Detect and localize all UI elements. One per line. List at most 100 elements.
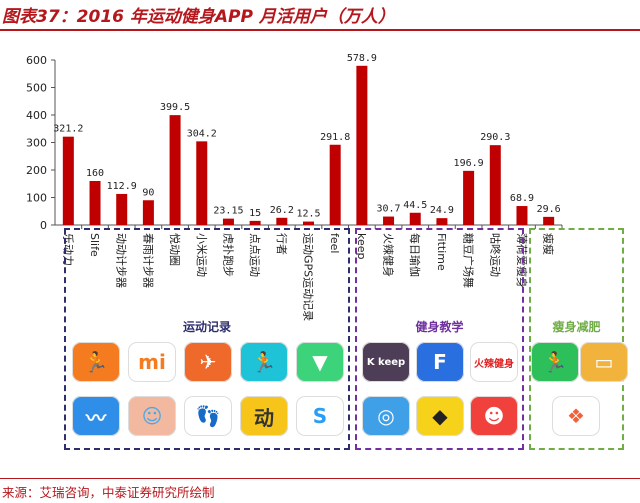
xiaomi-sport-app-icon: mi: [128, 342, 176, 382]
icon-glyph: 👣: [195, 404, 221, 428]
data-label: 44.5: [403, 200, 427, 211]
category-label: 咕咚运动: [488, 233, 502, 277]
icon-glyph: ☺: [141, 404, 163, 428]
wallet-app-icon: ▭: [580, 342, 628, 382]
icon-glyph: 🏃: [251, 350, 277, 374]
swirl-app-icon: S: [296, 396, 344, 436]
icon-glyph: 🏃: [542, 350, 568, 374]
chart-title: 图表37：2016 年运动健身APP 月活用户（万人）: [2, 7, 395, 27]
bar: [356, 65, 368, 226]
bar: [543, 216, 555, 225]
category-label: 瘦瘦: [542, 233, 556, 255]
fittime-app-icon: F: [416, 342, 464, 382]
bar: [516, 206, 528, 225]
icon-glyph: ❖: [567, 404, 585, 428]
icon-text: K keep: [366, 356, 406, 368]
category-label: Slife: [88, 233, 101, 257]
data-label: 399.5: [160, 102, 190, 113]
icon-glyph: ✈: [199, 350, 217, 374]
bar: [409, 212, 421, 225]
bar: [303, 221, 314, 225]
bar: [436, 218, 448, 225]
bar: [222, 218, 234, 225]
category-label: 薄荷爱瘦身: [515, 233, 529, 288]
data-label: 196.9: [454, 158, 484, 169]
group-box-1: [64, 228, 350, 450]
title-divider: [0, 29, 640, 31]
category-label: 行者: [275, 233, 288, 255]
icon-text: 动: [254, 405, 274, 430]
icon-glyph: ▭: [594, 350, 614, 374]
icon-glyph: ◎: [377, 404, 395, 428]
category-label: 动动计步器: [115, 233, 128, 288]
data-label: 29.6: [537, 204, 561, 215]
icon-glyph: ◆: [432, 404, 448, 428]
category-label: Fittime: [435, 233, 448, 271]
data-label: 68.9: [510, 193, 534, 204]
icon-glyph: 🏃: [83, 350, 109, 374]
huolajianshen-app-icon: 火辣健身: [470, 342, 518, 382]
data-label: 90: [142, 187, 154, 198]
group-label: 健身教学: [415, 320, 464, 334]
data-label: 578.9: [347, 53, 377, 64]
category-label: 悦动圈: [168, 233, 182, 266]
icon-glyph: S: [312, 404, 328, 428]
bar: [169, 115, 181, 225]
line-chart-app-icon: 〰: [72, 396, 120, 436]
runner-app-icon: 🏃: [240, 342, 288, 382]
category-label: 运动GPS运动记录: [302, 233, 315, 321]
yuedongquan-app-icon: ✈: [184, 342, 232, 382]
keep-app-icon: K keep: [362, 342, 410, 382]
data-label: 291.8: [320, 132, 350, 143]
data-label: 304.2: [187, 128, 217, 139]
group-label: 运动记录: [182, 320, 232, 334]
data-label: 321.2: [53, 124, 83, 135]
codoon-app-icon: ☺: [128, 396, 176, 436]
bar: [89, 181, 101, 225]
category-label: 火辣健身: [382, 233, 396, 277]
category-label: 每日瑜伽: [408, 233, 422, 277]
bar: [62, 136, 74, 225]
y-tick-label: 200: [26, 164, 47, 177]
group-label: 瘦身减肥: [552, 320, 601, 334]
source-divider: [0, 478, 640, 479]
category-label: 糖豆广场舞: [462, 233, 476, 288]
y-tick-label: 100: [26, 192, 47, 205]
y-tick-label: 600: [26, 54, 47, 67]
group-box-2: [355, 228, 524, 450]
data-label: 112.9: [107, 181, 137, 192]
data-label: 290.3: [480, 132, 510, 143]
category-label: 春雨计步器: [141, 233, 154, 288]
y-tick-label: 500: [26, 82, 47, 95]
feather-app-icon: ❖: [552, 396, 600, 436]
data-label: 15: [249, 208, 261, 219]
icon-text: 火辣健身: [474, 358, 514, 370]
data-label: 24.9: [430, 205, 454, 216]
diamond-app-icon: ◆: [416, 396, 464, 436]
dongdong-app-icon: ▼: [296, 342, 344, 382]
y-tick-label: 400: [26, 109, 47, 122]
bar: [276, 217, 288, 225]
bar-chart: 0100200300400500600321.2乐动力160Slife112.9…: [26, 53, 563, 321]
y-tick-label: 300: [26, 137, 47, 150]
data-label: 26.2: [270, 205, 294, 216]
bar: [142, 200, 154, 225]
bar: [249, 220, 261, 225]
data-label: 160: [86, 168, 104, 179]
icon-text: F: [433, 350, 447, 374]
category-label: 小米运动: [195, 233, 208, 277]
bar: [489, 145, 501, 225]
yoga-app-icon: ◎: [362, 396, 410, 436]
group-box-3: [529, 228, 624, 450]
category-label: 虎扑跑步: [221, 233, 235, 277]
data-label: 23.15: [213, 206, 243, 217]
category-label: feel: [328, 233, 341, 253]
bar: [196, 141, 208, 225]
source-note: 来源：艾瑞咨询，中泰证券研究所绘制: [2, 485, 215, 500]
codoon-green-app-icon: 🏃: [531, 342, 579, 382]
dong-app-icon: 动: [240, 396, 288, 436]
bar: [463, 170, 475, 225]
icon-text: mi: [138, 350, 166, 374]
tangdou-app-icon: ☻: [470, 396, 518, 436]
ledongli-app-icon: 🏃: [72, 342, 120, 382]
